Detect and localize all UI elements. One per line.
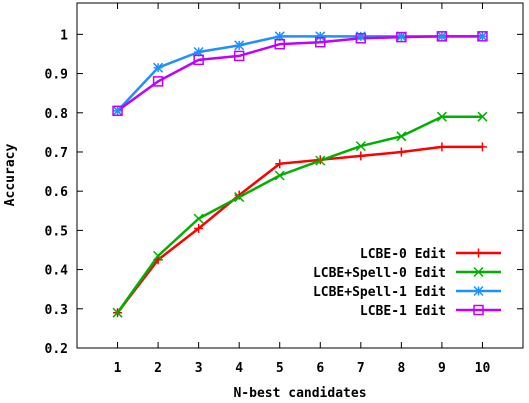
legend-marker-0: [474, 248, 483, 258]
series-2-point-8: [436, 31, 447, 42]
x-tick-label-2: 3: [195, 361, 203, 376]
plot-frame: [76, 2, 524, 349]
series-0-point-8: [437, 142, 447, 152]
y-tick-label-0: 0.2: [45, 342, 68, 357]
y-tick-label-6: 0.8: [45, 107, 69, 122]
series-1-point-3: [234, 192, 245, 203]
legend-marker-1: [473, 266, 484, 278]
series-1-point-5: [315, 155, 326, 166]
legend-marker-2: [473, 285, 484, 297]
y-tick-label-1: 0.3: [45, 303, 68, 318]
series-2-point-1: [153, 62, 164, 73]
series-2-point-9: [477, 31, 488, 42]
series-3-point-9: [477, 31, 488, 42]
series-line-3: [116, 35, 483, 112]
series-3-point-3: [233, 50, 245, 62]
series-line-1: [116, 115, 483, 314]
y-tick-label-7: 0.9: [45, 68, 68, 83]
series-2-point-5: [315, 31, 326, 42]
legend-marker-3: [473, 304, 484, 316]
x-tick-label-5: 6: [316, 361, 324, 376]
y-tick-label-8: 1: [60, 28, 68, 43]
legend-label-0: LCBE-0 Edit: [360, 247, 446, 262]
series-3-point-2: [193, 54, 204, 66]
x-tick-label-7: 8: [397, 361, 405, 376]
series-3-point-5: [315, 36, 326, 48]
series-3-point-6: [355, 33, 367, 44]
series-2-point-3: [234, 40, 245, 51]
y-axis-label: Accuracy: [3, 144, 18, 207]
y-tick-label-5: 0.7: [45, 146, 68, 161]
y-tick-label-4: 0.6: [45, 185, 69, 200]
series-3-point-8: [436, 31, 448, 42]
x-tick-label-1: 2: [154, 361, 162, 376]
series-markers: [112, 31, 488, 318]
x-tick-label-8: 9: [438, 361, 446, 376]
x-tick-label-6: 7: [357, 361, 365, 376]
x-axis: 1 2 3 4 5 6 7 8 9 10: [114, 3, 491, 376]
series-0-point-4: [275, 159, 285, 169]
series-1-point-4: [274, 170, 285, 181]
x-axis-label: N-best candidates: [233, 386, 366, 401]
x-tick-label-3: 4: [235, 361, 243, 376]
series-1-point-7: [396, 131, 407, 142]
legend-label-3: LCBE-1 Edit: [360, 304, 446, 319]
series-3-point-7: [396, 31, 407, 43]
series-1-point-6: [355, 141, 366, 152]
legend: LCBE-0 Edit LCBE+Spell-0 Edit LCBE+Spell-1…: [313, 247, 501, 319]
y-axis: 0.2 0.3 0.4 0.5 0.6 0.7 0.8 0.9 1: [45, 28, 523, 357]
series-1-point-8: [436, 111, 447, 122]
series-1-point-0: [112, 307, 123, 318]
x-tick-label-9: 10: [475, 361, 491, 376]
series-3-point-1: [152, 76, 164, 87]
series-1-point-2: [193, 213, 204, 224]
legend-label-2: LCBE+Spell-1 Edit: [313, 285, 446, 300]
series-line-0: [116, 145, 483, 314]
series-0-point-6: [356, 151, 366, 161]
series-0-point-9: [477, 142, 487, 152]
series-1-point-1: [153, 250, 164, 261]
x-tick-label-0: 1: [114, 361, 122, 376]
x-tick-label-4: 5: [276, 361, 284, 376]
series-0-point-7: [396, 147, 406, 157]
series-3-point-0: [112, 105, 123, 117]
y-tick-label-3: 0.5: [45, 224, 68, 239]
legend-label-1: LCBE+Spell-0 Edit: [313, 266, 446, 281]
y-tick-label-2: 0.4: [45, 264, 69, 279]
series-0-point-2: [194, 223, 204, 233]
series-lines: [116, 35, 483, 314]
series-1-point-9: [477, 111, 488, 122]
series-2-point-0: [112, 105, 123, 116]
series-3-point-4: [274, 38, 285, 50]
